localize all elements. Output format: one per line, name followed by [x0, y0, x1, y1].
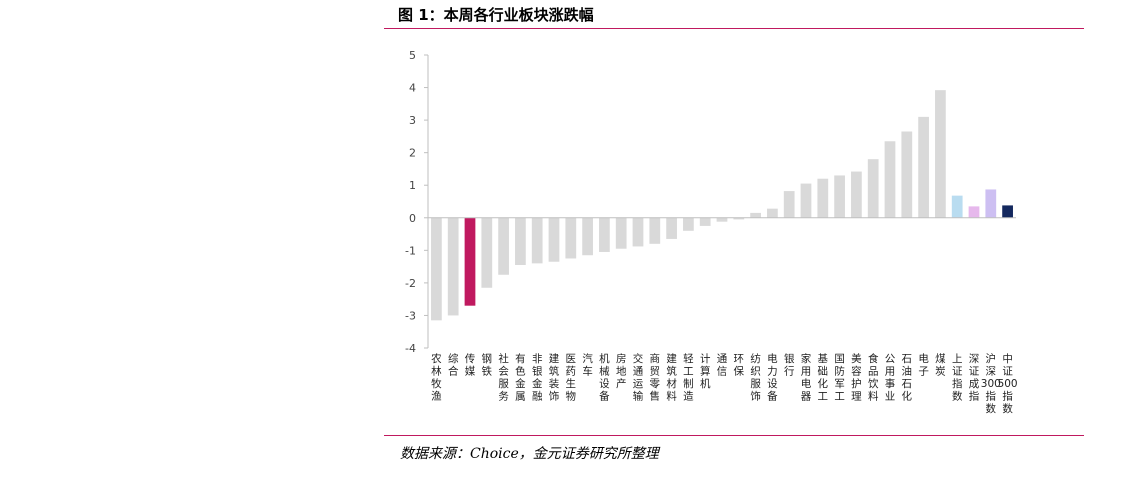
- y-tick-label: 2: [409, 147, 416, 160]
- category-label: 交通运输: [633, 352, 644, 403]
- bar: [615, 217, 627, 249]
- y-tick-label: 4: [409, 82, 416, 95]
- y-axis: 5 4 3 2 1 0 -1 -2 -3 -4: [405, 49, 429, 355]
- category-label: 综合: [448, 352, 459, 378]
- category-label: 传媒: [465, 353, 476, 378]
- bar: [699, 217, 711, 226]
- y-tick-label: -4: [405, 342, 416, 355]
- category-label: 钢铁: [482, 352, 493, 378]
- category-label: 电子: [918, 352, 929, 378]
- bar: [867, 159, 879, 218]
- category-label: 通信: [717, 353, 728, 378]
- bar: [733, 217, 745, 220]
- source-note: 数据来源：Choice，金元证券研究所整理: [400, 446, 659, 462]
- bar: [498, 217, 509, 275]
- bar: [834, 175, 845, 218]
- category-label: 建筑装饰: [549, 352, 560, 403]
- category-label: 食品饮料: [868, 352, 879, 403]
- bar: [515, 217, 526, 265]
- bar: [464, 217, 476, 306]
- category-label: 银行: [784, 352, 795, 378]
- bar: [548, 217, 560, 262]
- category-label: 沪深 300 指数: [981, 352, 1001, 415]
- category-label: 环保: [734, 353, 745, 378]
- bar: [481, 217, 493, 288]
- bar: [447, 217, 459, 316]
- bar: [851, 171, 862, 218]
- category-label: 机械设备: [599, 352, 610, 403]
- bar: [767, 208, 778, 218]
- bar: [632, 217, 644, 247]
- category-label: 基础化工: [818, 352, 829, 403]
- figure-title: 图 1：本周各行业板块涨跌幅: [398, 6, 594, 24]
- category-label: 农林牧渔: [431, 352, 442, 403]
- bar: [1002, 205, 1013, 218]
- y-tick-label: 1: [409, 179, 416, 192]
- category-label: 有色金属: [515, 352, 526, 403]
- y-tick-label: 5: [409, 49, 416, 62]
- bar: [935, 90, 946, 218]
- category-label: 计算机: [700, 352, 711, 390]
- bar: [649, 217, 661, 244]
- figure: 图 1：本周各行业板块涨跌幅 5 4 3 2 1 0 -1 -2 -3 -4 农林牧渔 综合 传媒 钢铁…: [384, 0, 1084, 477]
- bars: [431, 90, 1013, 321]
- category-label: 中证 500 指数: [998, 352, 1018, 415]
- category-label: 国防军工: [834, 353, 845, 403]
- y-tick-label: 0: [409, 212, 416, 225]
- category-label: 建筑材料: [666, 352, 677, 403]
- category-label: 社会服务: [498, 352, 509, 403]
- bar: [968, 206, 980, 218]
- bar: [783, 191, 795, 218]
- bar: [531, 217, 543, 264]
- bar: [431, 217, 442, 321]
- bar: [951, 195, 963, 218]
- bar: [985, 189, 997, 218]
- bar: [901, 131, 913, 218]
- bar-chart: 5 4 3 2 1 0 -1 -2 -3 -4 农林牧渔综合传媒钢铁社会服务有色金属非银金融建筑装…: [405, 49, 1018, 415]
- category-label: 深证成指: [969, 353, 980, 403]
- y-tick-label: -1: [405, 244, 416, 257]
- category-label: 煤炭: [935, 352, 946, 378]
- bar: [716, 217, 728, 222]
- category-label: 石油石化: [902, 353, 913, 403]
- bar: [666, 217, 677, 239]
- bar: [884, 141, 896, 218]
- bar: [683, 217, 694, 231]
- bar: [800, 183, 812, 218]
- category-label: 电力设备: [767, 352, 778, 403]
- bar: [599, 217, 610, 252]
- category-label: 公用事业: [885, 353, 896, 403]
- category-label: 家用电器: [801, 352, 812, 403]
- bar: [750, 212, 761, 218]
- category-label: 非银金融: [532, 353, 543, 403]
- bar: [817, 178, 829, 218]
- bar: [565, 217, 577, 259]
- category-label: 纺织服饰: [750, 352, 761, 403]
- y-tick-label: 3: [409, 114, 416, 127]
- category-label: 美容护理: [851, 352, 862, 403]
- y-tick-label: -3: [405, 309, 416, 322]
- category-label: 医药生物: [566, 353, 577, 403]
- category-label: 汽车: [582, 352, 593, 378]
- category-label: 轻工制造: [683, 352, 694, 403]
- category-label: 房地产: [616, 352, 627, 390]
- category-label: 上证指数: [952, 353, 963, 403]
- top-divider: [384, 28, 1084, 29]
- bar: [918, 116, 929, 218]
- y-tick-label: -2: [405, 277, 416, 290]
- bottom-divider: [384, 435, 1084, 436]
- category-label: 商贸零售: [650, 352, 661, 403]
- x-axis-labels: 农林牧渔综合传媒钢铁社会服务有色金属非银金融建筑装饰医药生物汽车机械设备房地产交…: [431, 352, 1017, 415]
- bar: [582, 217, 593, 256]
